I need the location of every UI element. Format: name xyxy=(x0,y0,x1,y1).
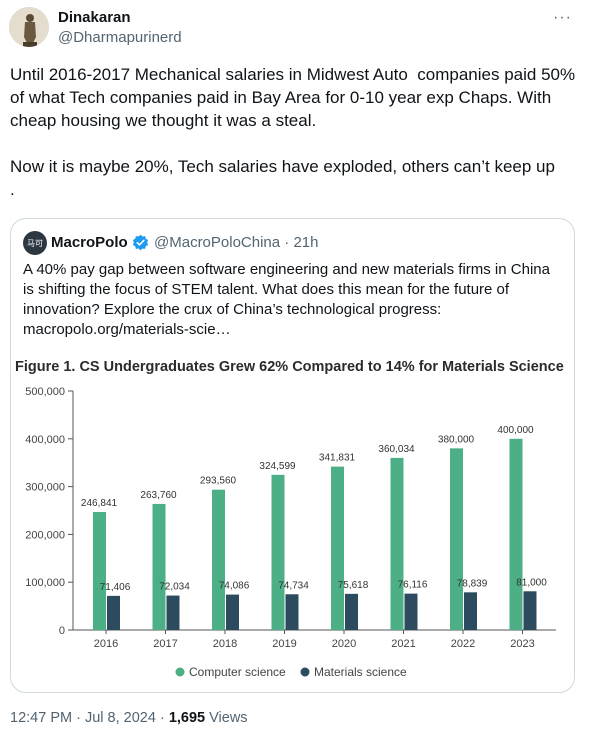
y-tick-label: 500,000 xyxy=(25,386,65,398)
quote-avatar[interactable]: 马可 xyxy=(23,231,47,255)
views-count[interactable]: 1,695 xyxy=(168,710,206,726)
bar-computer-science xyxy=(450,448,463,630)
verified-badge-icon xyxy=(132,234,149,251)
bar-computer-science xyxy=(271,474,285,630)
bar-materials-science xyxy=(226,594,239,630)
data-label-materials-science: 76,116 xyxy=(398,580,428,591)
x-tick-label: 2018 xyxy=(213,638,237,650)
x-tick-label: 2022 xyxy=(451,638,475,650)
data-label-computer-science: 341,831 xyxy=(319,453,356,464)
bar-materials-science xyxy=(285,594,299,630)
legend-marker-computer-science xyxy=(175,667,185,677)
author-handle[interactable]: @Dharmapurinerd xyxy=(58,29,182,46)
more-icon[interactable]: ··· xyxy=(553,9,572,26)
y-tick-label: 300,000 xyxy=(25,482,65,494)
bar-computer-science xyxy=(390,457,404,630)
bar-computer-science xyxy=(509,438,523,630)
statue-avatar-image xyxy=(9,7,49,47)
data-label-materials-science: 75,618 xyxy=(338,580,369,591)
bar-computer-science xyxy=(93,512,106,630)
x-tick-label: 2020 xyxy=(332,638,356,650)
dot-separator: · xyxy=(284,234,294,251)
chart-title: Figure 1. CS Undergraduates Grew 62% Com… xyxy=(15,359,564,375)
author-name[interactable]: Dinakaran xyxy=(58,9,131,26)
tweet-time[interactable]: 12:47 PM xyxy=(10,710,73,726)
data-label-computer-science: 293,560 xyxy=(200,476,237,487)
data-label-materials-science: 72,034 xyxy=(159,582,190,593)
y-tick-label: 400,000 xyxy=(25,434,65,446)
y-tick-label: 100,000 xyxy=(25,577,65,589)
data-label-materials-science: 74,086 xyxy=(219,581,250,592)
bar-chart: 0 100,000 200,000 300,000 400,000 500,000 246,… xyxy=(25,386,556,679)
data-label-materials-science: 81,000 xyxy=(516,577,547,588)
bar-materials-science xyxy=(345,593,358,630)
data-label-computer-science: 324,599 xyxy=(259,461,296,472)
data-label-computer-science: 380,000 xyxy=(438,434,475,445)
bar-materials-science xyxy=(523,591,537,630)
legend-label-materials-science: Materials science xyxy=(314,665,407,679)
data-label-materials-science: 71,406 xyxy=(100,582,131,593)
dot-separator: · xyxy=(76,710,85,726)
bar-materials-science xyxy=(107,595,120,630)
author-avatar[interactable] xyxy=(9,7,49,47)
bar-materials-science xyxy=(404,593,418,630)
x-tick-label: 2016 xyxy=(94,638,118,650)
quote-author-handle[interactable]: @MacroPoloChina xyxy=(154,234,281,251)
data-label-computer-science: 360,034 xyxy=(378,444,415,455)
x-tick-label: 2017 xyxy=(153,638,177,650)
y-tick-label: 200,000 xyxy=(25,529,65,541)
bar-computer-science xyxy=(212,489,225,630)
bar-materials-science xyxy=(166,595,180,630)
views-label: Views xyxy=(209,710,248,726)
bar-materials-science xyxy=(464,592,477,630)
dot-separator: · xyxy=(159,710,169,726)
data-label-materials-science: 74,734 xyxy=(278,580,309,591)
legend-marker-materials-science xyxy=(300,667,310,677)
x-tick-label: 2019 xyxy=(272,638,296,650)
legend-label-computer-science: Computer science xyxy=(189,665,286,679)
bar-computer-science xyxy=(331,466,344,630)
tweet-footer: 12:47 PM · Jul 8, 2024 · 1,695 Views xyxy=(10,710,248,726)
tweet-text: Until 2016-2017 Mechanical salaries in M… xyxy=(10,65,576,199)
bar-computer-science xyxy=(152,503,166,630)
quote-text: A 40% pay gap between software engineeri… xyxy=(23,261,550,338)
data-label-computer-science: 400,000 xyxy=(497,425,534,436)
quote-author-name[interactable]: MacroPolo xyxy=(51,234,128,251)
x-tick-label: 2021 xyxy=(391,638,415,650)
quote-age[interactable]: 21h xyxy=(293,234,319,251)
y-tick-label: 0 xyxy=(59,625,65,637)
quote-meta[interactable]: @MacroPoloChina · 21h xyxy=(154,234,319,251)
data-label-computer-science: 263,760 xyxy=(140,490,177,501)
data-label-computer-science: 246,841 xyxy=(81,498,118,509)
quoted-tweet[interactable]: 马可 MacroPolo @MacroPoloChina · 21h A 40%… xyxy=(10,218,575,693)
x-tick-label: 2023 xyxy=(510,638,534,650)
data-label-materials-science: 78,839 xyxy=(457,578,488,589)
tweet-date[interactable]: Jul 8, 2024 xyxy=(84,710,156,726)
